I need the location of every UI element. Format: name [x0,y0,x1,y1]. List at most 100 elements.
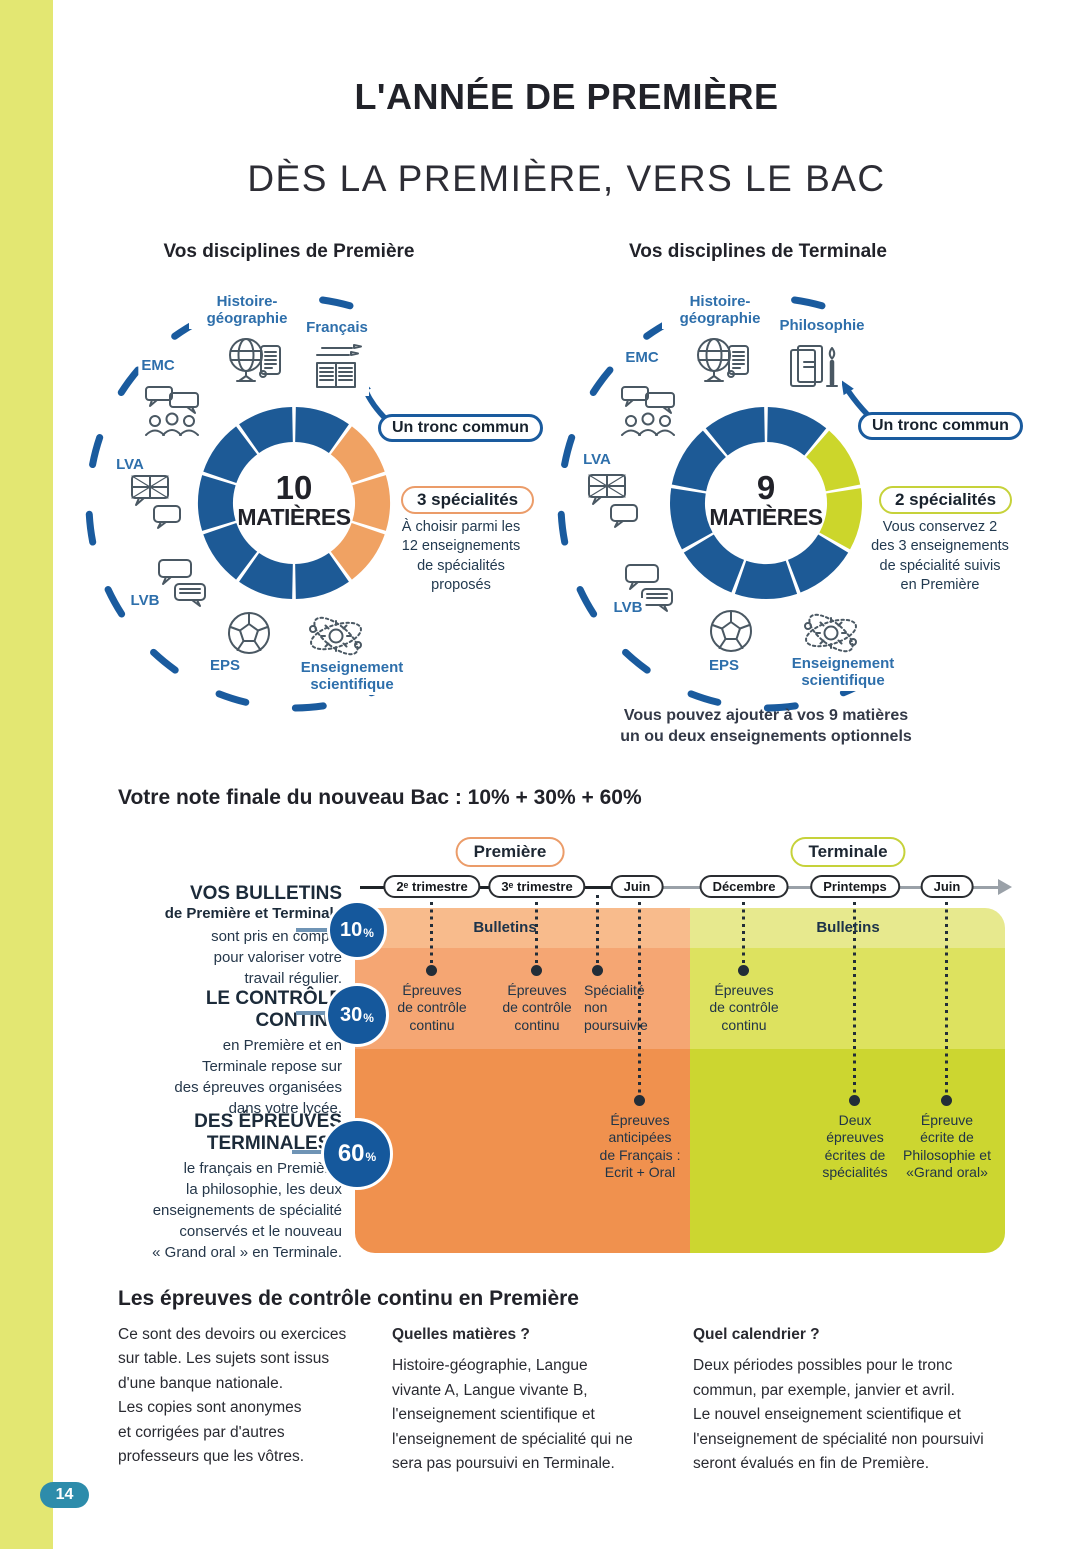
event-dot [738,965,749,976]
weight-block-terminales: DES ÉPREUVES TERMINALES : le français en… [108,1111,342,1263]
philosophie-icon [784,339,842,399]
bottom-col3-text: Deux périodes possibles pour le tronc co… [693,1357,984,1473]
subject-label-emc: EMC [622,348,662,368]
enseignement-scientifique-icon [800,604,862,662]
matieres-label: MATIÈRES [237,504,351,530]
subject-label-eps: EPS [705,656,743,676]
bottom-col-1: Ce sont des devoirs ou exercices sur tab… [118,1323,380,1470]
bottom-col1-text: Ce sont des devoirs ou exercices sur tab… [118,1326,347,1466]
milestone-pill: 2ᵉ trimestre [383,875,481,898]
percent-value: 30 [340,1004,363,1026]
subject-label-lvb: LVB [610,598,646,618]
bottom-col2-text: Histoire-géographie, Langue vivante A, L… [392,1357,633,1473]
event-dot [634,1095,645,1106]
milestone-pill: Juin [610,875,664,898]
event-dot [592,965,603,976]
tronc-commun-badge: Un tronc commun [858,412,1023,440]
milestone-pill: Décembre [699,875,789,898]
lva-icon [584,468,642,530]
weight-block-bulletins: VOS BULLETINS de Première et Terminale s… [118,883,342,989]
specialites-text: Vous conservez 2 des 3 enseignements de … [871,519,1009,593]
specialites-badge: 2 spécialités [879,486,1013,514]
milestone-pill: Printemps [810,875,900,898]
donut-premiere [198,407,390,599]
bulletins-label-premiere: Bulletins [473,919,537,936]
event-label: Deux épreuves écrites de spécialités [822,1112,888,1181]
percent-circle-10: 10% [327,900,387,960]
donut-premiere-center: 10 MATIÈRES [237,471,351,530]
page-subtitle: DÈS LA PREMIÈRE, VERS LE BAC [247,158,886,199]
francais-icon [309,340,369,396]
bulletins-label-terminale: Bulletins [816,919,880,936]
weight-subhead: de Première et Terminale [164,904,342,922]
dropline [853,895,856,1096]
band-terminales-green [690,1049,1005,1253]
weight-head: LE CONTRÔLE CONTINU [205,988,342,1031]
percent-unit: % [363,1010,374,1025]
left-accent-strip [0,0,53,1549]
eps-icon [222,606,276,660]
subject-label-science: Enseignement scientifique [279,658,425,695]
event-label: Épreuves de contrôle continu [397,982,467,1033]
connector-line [296,928,336,932]
event-dot [426,965,437,976]
timeline-heading: Votre note finale du nouveau Bac : 10% +… [118,786,642,809]
period-badge-premiere: Première [455,837,565,867]
bottom-col2-head: Quelles matières ? [392,1326,530,1343]
page-title: L'ANNÉE DE PREMIÈRE [354,76,779,117]
score-blocks [355,908,1005,1253]
dropline [596,895,599,966]
diagram-terminale-title: Vos disciplines de Terminale [629,241,887,262]
bottom-col-2: Quelles matières ? Histoire-géographie, … [392,1323,660,1477]
connector-line [296,1011,336,1015]
dropline [742,895,745,966]
histoire-geographie-icon [222,333,288,393]
event-label: Épreuves anticipées de Français : Ecrit … [599,1112,681,1181]
lvb-icon [619,560,679,614]
subject-label-philosophie: Philosophie [776,316,868,336]
weight-body: sont pris en compte pour valoriser votre… [211,927,342,987]
bottom-heading: Les épreuves de contrôle continu en Prem… [118,1287,579,1310]
emc-icon [617,382,681,440]
specialites-text: À choisir parmi les 12 enseignements de … [401,519,521,593]
event-dot [531,965,542,976]
emc-icon [141,382,205,440]
options-footnote: Vous pouvez ajouter à vos 9 matières un … [620,707,912,745]
weight-body: le français en Première, la philosophie,… [152,1159,342,1261]
dropline [638,895,641,1096]
terminale-block [690,908,1005,1253]
enseignement-scientifique-icon [305,607,367,665]
page-number-badge: 14 [40,1482,89,1508]
percent-unit: % [363,925,374,940]
percent-value: 10 [340,919,363,941]
percent-value: 60 [337,1140,365,1167]
lva-icon [127,469,185,531]
timeline-arrow-icon [998,879,1012,895]
weight-head: DES ÉPREUVES TERMINALES : [194,1111,342,1154]
milestone-pill: Juin [920,875,974,898]
subject-label-francais: Français [303,318,371,338]
specialites-badge: 3 spécialités [401,486,535,514]
diagram-premiere-title: Vos disciplines de Première [163,241,415,262]
weight-head: VOS BULLETINS [189,883,342,904]
event-dot [849,1095,860,1106]
matieres-label: MATIÈRES [709,504,823,530]
percent-circle-30: 30% [325,983,389,1047]
event-label: Épreuve écrite de Philosophie et «Grand … [903,1112,991,1181]
event-dot [941,1095,952,1106]
dropline [535,895,538,966]
percent-circle-60: 60% [321,1118,393,1190]
dropline [945,895,948,1096]
donut-terminale-center: 9 MATIÈRES [709,469,823,530]
event-label: Épreuves de contrôle continu [502,982,572,1033]
percent-unit: % [365,1149,377,1164]
premiere-block [355,908,690,1253]
subject-label-hist-geo: Histoire- géographie [189,292,305,329]
tronc-commun-badge: Un tronc commun [378,414,543,442]
band-terminales-orange [355,1049,690,1253]
matieres-count: 9 [756,469,776,506]
subject-label-lvb: LVB [127,591,163,611]
band-bulletins-orange [355,908,690,948]
subject-label-hist-geo: Histoire- géographie [662,292,778,329]
